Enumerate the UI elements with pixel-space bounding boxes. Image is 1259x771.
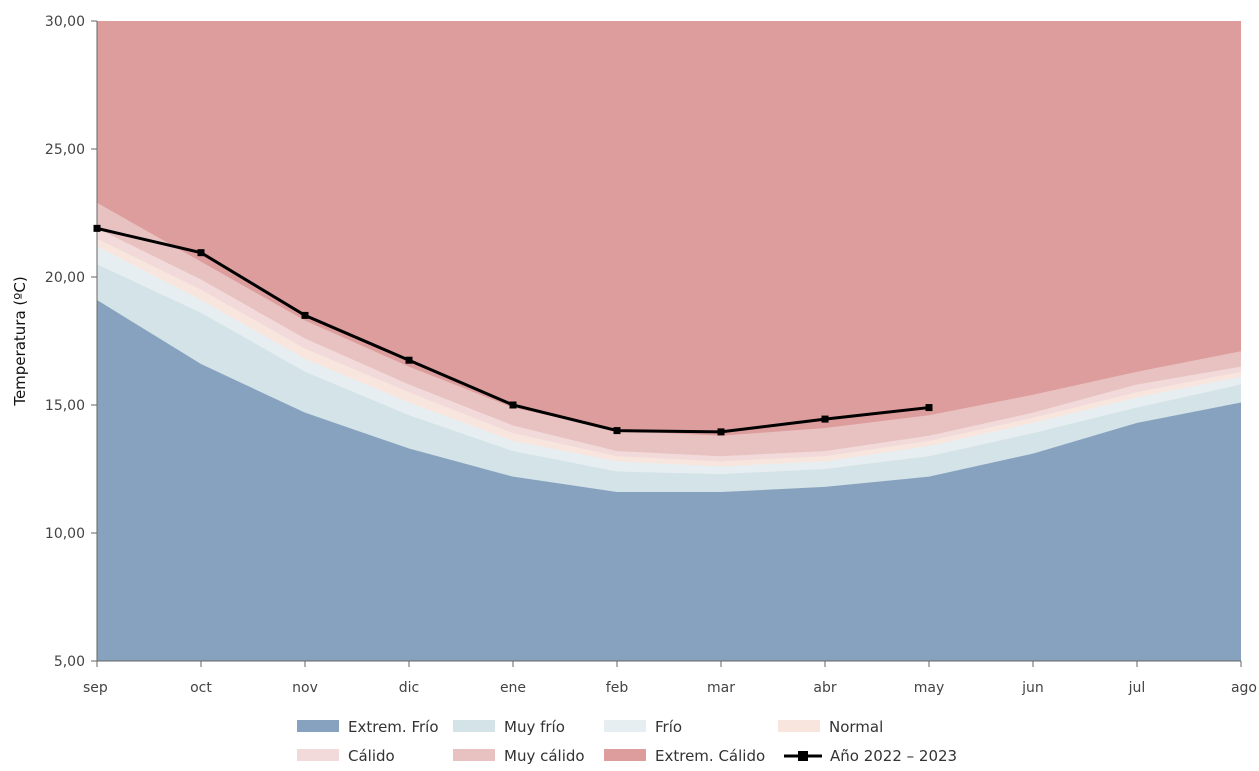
series-point: [197, 249, 205, 257]
legend-label: Extrem. Frío: [348, 718, 439, 736]
x-tick-label: sep: [83, 680, 108, 696]
legend-label: Año 2022 – 2023: [830, 747, 957, 765]
series-point: [509, 401, 517, 409]
x-tick-label: jun: [1021, 680, 1044, 696]
y-tick-label: 15,00: [45, 398, 85, 414]
legend-swatch: [778, 720, 820, 732]
legend-label: Frío: [655, 718, 682, 736]
legend-swatch: [297, 749, 339, 761]
legend-label: Normal: [829, 718, 883, 736]
bands-layer: [97, 21, 1241, 662]
x-tick-label: mar: [707, 680, 735, 696]
series-point: [821, 415, 829, 423]
series-point: [301, 311, 309, 319]
x-tick-label: feb: [606, 680, 629, 696]
x-tick-label: nov: [292, 680, 318, 696]
legend-swatch: [604, 720, 646, 732]
legend-swatch: [453, 749, 495, 761]
x-tick-label: oct: [190, 680, 212, 696]
y-tick-label: 20,00: [45, 270, 85, 286]
series-point: [405, 356, 413, 364]
x-tick-label: dic: [399, 680, 419, 696]
series-point: [717, 428, 725, 436]
legend-label: Muy frío: [504, 718, 565, 736]
axes-layer: Temperatura (ºC) 5,00 10,00 15,00 20,00 25,0…: [11, 14, 1257, 696]
y-tick-label: 30,00: [45, 14, 85, 30]
x-tick-label: ene: [500, 680, 526, 696]
series-point: [925, 404, 933, 412]
x-tick-label: may: [914, 680, 945, 696]
legend: Extrem. Frío Muy frío Frío Normal Cálido Muy …: [297, 718, 957, 765]
legend-swatch: [297, 720, 339, 732]
band-extrem-frío: [97, 300, 1241, 661]
series-point: [613, 427, 621, 435]
legend-label: Muy cálido: [504, 747, 585, 765]
legend-swatch: [453, 720, 495, 732]
y-axis-title: Temperatura (ºC): [11, 276, 29, 406]
series-layer: [93, 224, 933, 436]
y-tick-label: 5,00: [54, 654, 85, 670]
x-tick-label: abr: [813, 680, 836, 696]
y-tick-label: 10,00: [45, 526, 85, 542]
legend-swatch-marker: [798, 751, 808, 761]
legend-label: Cálido: [348, 747, 395, 765]
legend-label: Extrem. Cálido: [655, 747, 765, 765]
x-tick-label: jul: [1128, 680, 1146, 696]
x-tick-label: ago: [1231, 680, 1257, 696]
series-point: [93, 224, 101, 232]
y-tick-label: 25,00: [45, 142, 85, 158]
legend-swatch: [604, 749, 646, 761]
